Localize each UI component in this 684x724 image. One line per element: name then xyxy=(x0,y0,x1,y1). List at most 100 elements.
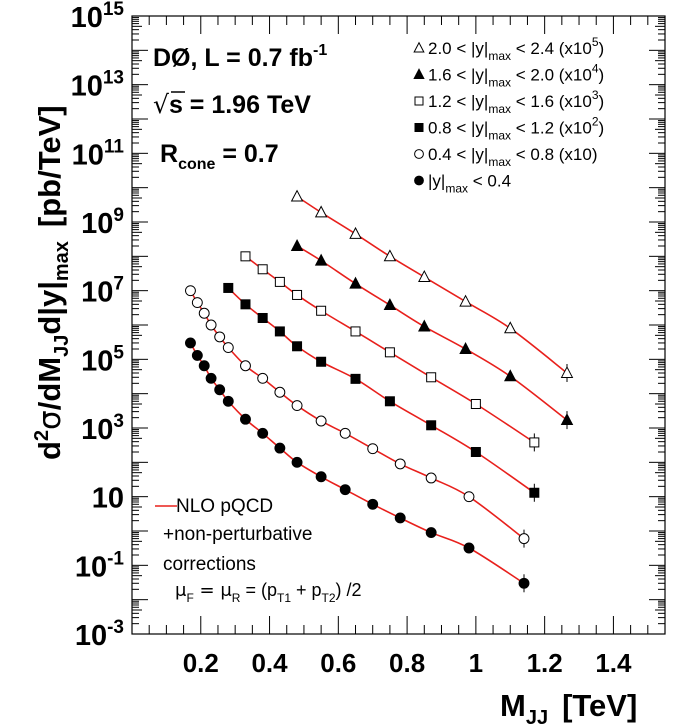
cone-label: Rcone = 0.7 xyxy=(160,140,279,173)
x-tick-label: 0.2 xyxy=(183,648,219,678)
data-point-filled-triangle xyxy=(290,238,304,251)
data-point-filled-circle xyxy=(518,577,530,589)
y-tick-label: 105 xyxy=(81,342,124,377)
data-point-open-circle xyxy=(214,331,226,343)
data-point-open-circle xyxy=(518,533,530,545)
data-point-open-square xyxy=(470,399,481,410)
axis-ticks xyxy=(131,15,666,635)
data-point-filled-square xyxy=(470,446,481,457)
data-point-filled-circle xyxy=(394,512,406,524)
data-point-filled-circle xyxy=(198,360,210,372)
legend-marker xyxy=(414,96,424,106)
y-tick-label: 103 xyxy=(81,411,124,446)
legend-entry: 0.4 < |y|max < 0.8 (x10) xyxy=(428,145,597,169)
theory-curve xyxy=(296,195,568,374)
data-point-open-circle xyxy=(191,297,203,309)
data-point-open-circle xyxy=(222,342,234,354)
y-tick-label: 1015 xyxy=(71,0,125,34)
data-point-open-square xyxy=(426,372,437,383)
data-point-filled-triangle xyxy=(560,413,574,426)
y-tick-label: 1013 xyxy=(71,68,124,103)
x-tick-label: 0.8 xyxy=(389,648,425,678)
data-point-open-circle xyxy=(274,386,286,398)
data-point-open-square xyxy=(240,251,251,262)
data-point-filled-circle xyxy=(257,427,269,439)
data-point-filled-square xyxy=(426,420,437,431)
legend-entry: |y|max < 0.4 xyxy=(428,172,511,196)
y-tick-label: 10 xyxy=(92,483,124,515)
data-point-open-square xyxy=(350,326,361,337)
data-point-filled-square xyxy=(257,312,268,323)
data-point-filled-square xyxy=(384,396,395,407)
data-point-open-circle xyxy=(425,472,437,484)
y-tick-label: 1011 xyxy=(72,136,125,171)
x-tick-label: 1.4 xyxy=(595,648,632,678)
data-point-filled-triangle xyxy=(503,369,517,382)
legend-entry: 1.2 < |y|max < 1.6 (x103) xyxy=(428,88,604,116)
data-point-open-circle xyxy=(240,360,251,372)
legend-marker xyxy=(414,123,424,132)
theory-curve xyxy=(227,287,535,494)
data-point-open-circle xyxy=(185,285,196,297)
data-point-open-triangle xyxy=(560,365,574,378)
legend-marker xyxy=(413,68,425,79)
data-point-filled-circle xyxy=(185,337,196,349)
theory-curve xyxy=(244,255,535,444)
legend-marker xyxy=(414,149,424,159)
data-point-open-circle xyxy=(198,307,210,319)
y-tick-label: 109 xyxy=(81,205,124,240)
data-point-filled-triangle xyxy=(383,298,397,311)
data-point-open-circle xyxy=(394,458,406,470)
experiment-label: DØ, L = 0.7 fb-1 xyxy=(153,42,327,72)
data-point-filled-triangle xyxy=(314,253,328,266)
legend-marker xyxy=(414,175,424,186)
data-point-open-circle xyxy=(463,491,475,503)
data-point-filled-circle xyxy=(291,456,303,468)
data-point-open-square xyxy=(274,276,285,287)
data-point-open-triangle xyxy=(459,294,472,307)
data-point-filled-circle xyxy=(205,372,217,384)
data-point-filled-circle xyxy=(191,349,203,361)
data-point-open-square xyxy=(257,264,268,275)
x-tick-label: 0.6 xyxy=(320,648,356,678)
data-point-filled-circle xyxy=(367,498,379,510)
legend-entry: 2.0 < |y|max < 2.4 (x105) xyxy=(428,35,604,63)
data-point-filled-square xyxy=(292,341,303,352)
data-point-open-circle xyxy=(257,372,269,384)
y-tick-label: 10-3 xyxy=(75,617,124,652)
y-axis-title: d2σ/dMJJd|y|max[pb/TeV] xyxy=(31,105,73,460)
data-point-filled-circle xyxy=(222,395,234,407)
data-points xyxy=(185,189,574,593)
data-point-filled-square xyxy=(274,326,285,337)
data-point-open-square xyxy=(316,305,327,316)
data-point-filled-circle xyxy=(315,471,327,483)
data-point-filled-square xyxy=(240,299,251,310)
data-point-open-triangle xyxy=(290,189,304,202)
theory-legend-line3: corrections xyxy=(163,554,256,575)
data-point-open-triangle xyxy=(418,269,431,282)
data-point-filled-circle xyxy=(274,442,286,454)
data-point-filled-square xyxy=(350,373,361,384)
data-point-open-circle xyxy=(315,415,327,427)
data-point-open-circle xyxy=(205,319,217,331)
data-point-open-square xyxy=(384,347,395,358)
theory-scale-label: μF = μR = (pT1 + pT2) /2 xyxy=(175,580,362,605)
data-point-open-circle xyxy=(367,443,379,455)
data-point-filled-triangle xyxy=(349,276,362,289)
x-axis-title: MJJ [TeV] xyxy=(500,688,637,724)
data-point-filled-square xyxy=(223,282,234,293)
legend-marker xyxy=(413,41,425,53)
data-point-filled-circle xyxy=(214,384,226,396)
x-tick-labels: 0.2 0.4 0.6 0.8 1 1.2 1.4 xyxy=(183,648,632,678)
data-point-open-circle xyxy=(339,427,351,439)
data-point-filled-circle xyxy=(463,542,475,554)
x-tick-label: 1.2 xyxy=(527,648,563,678)
data-point-open-square xyxy=(292,289,303,300)
data-point-filled-square xyxy=(316,356,327,367)
y-tick-label: 107 xyxy=(81,274,124,309)
theory-curve xyxy=(296,245,568,421)
data-point-open-triangle xyxy=(314,205,328,218)
y-tick-labels: 10-3 10-1 10 103 105 107 109 1011 1013 1015 xyxy=(71,0,125,652)
series-legend: 2.0 < |y|max < 2.4 (x105)1.6 < |y|max < … xyxy=(413,35,604,196)
